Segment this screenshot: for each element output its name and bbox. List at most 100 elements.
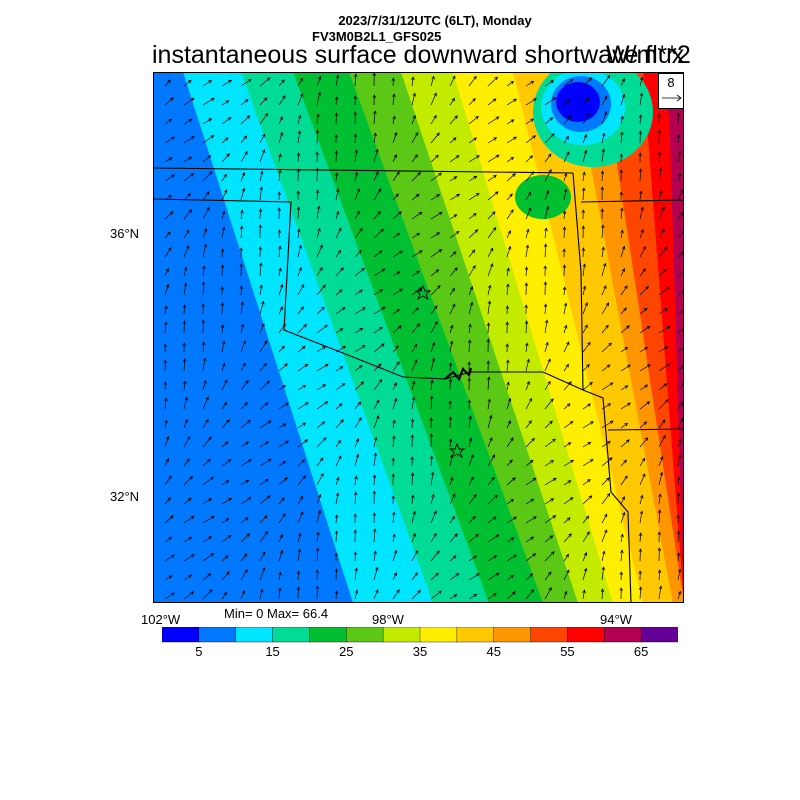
wind-arrow bbox=[221, 362, 226, 372]
wind-arrow bbox=[563, 403, 571, 410]
wind-arrow bbox=[392, 288, 403, 296]
wind-arrow bbox=[392, 511, 396, 524]
wind-arrow bbox=[354, 250, 362, 258]
wind-arrow bbox=[315, 189, 320, 201]
wind-arrow bbox=[354, 327, 364, 334]
wind-arrow bbox=[316, 401, 329, 410]
wind-arrow bbox=[372, 474, 377, 486]
wind-arrow bbox=[392, 154, 397, 163]
wind-arrow bbox=[639, 76, 644, 87]
wind-arrow bbox=[411, 193, 420, 201]
wind-arrow bbox=[316, 457, 324, 467]
wind-arrow bbox=[373, 110, 377, 125]
wind-arrow bbox=[392, 549, 398, 562]
wind-arrow bbox=[448, 438, 453, 448]
wind-arrow bbox=[582, 285, 587, 296]
wind-arrow bbox=[563, 421, 574, 429]
wind-arrow bbox=[221, 591, 227, 600]
wind-arrow bbox=[620, 402, 631, 410]
wind-arrow bbox=[334, 96, 339, 106]
wind-arrow bbox=[544, 133, 555, 144]
wind-arrow bbox=[639, 494, 644, 505]
wind-arrow bbox=[240, 78, 252, 87]
wind-arrow bbox=[183, 118, 193, 125]
wind-arrow bbox=[563, 99, 571, 106]
wind-arrow bbox=[335, 210, 340, 220]
wind-arrow bbox=[563, 442, 572, 448]
wind-arrow bbox=[544, 341, 549, 353]
wind-arrow bbox=[448, 362, 453, 372]
wind-arrow bbox=[202, 573, 212, 581]
colorbar-tick-label: 65 bbox=[633, 644, 649, 659]
wind-arrow bbox=[658, 455, 664, 467]
colorbar-swatch bbox=[456, 627, 495, 643]
wind-arrow bbox=[487, 414, 493, 429]
wind-arrow bbox=[430, 532, 437, 543]
wind-arrow bbox=[240, 496, 252, 505]
wind-arrow bbox=[525, 380, 530, 391]
wind-arrow bbox=[354, 401, 362, 410]
wind-arrow bbox=[164, 211, 174, 220]
wind-arrow bbox=[449, 594, 458, 600]
wind-arrow bbox=[468, 98, 476, 106]
wind-arrow bbox=[335, 307, 346, 315]
wind-arrow bbox=[638, 532, 643, 543]
wind-arrow bbox=[259, 441, 270, 448]
wind-arrow bbox=[334, 112, 339, 125]
wind-arrow bbox=[582, 263, 586, 277]
wind-arrow bbox=[429, 395, 434, 410]
wind-arrow bbox=[410, 418, 415, 429]
wind-arrow bbox=[620, 325, 630, 334]
colorbar-swatch bbox=[162, 627, 200, 643]
wind-arrow bbox=[429, 455, 434, 467]
wind-arrow bbox=[524, 304, 528, 315]
wind-arrow bbox=[468, 493, 477, 505]
wind-arrow bbox=[392, 193, 399, 201]
wind-arrow bbox=[297, 283, 305, 296]
wind-arrow bbox=[468, 285, 474, 296]
wind-arrow bbox=[581, 247, 586, 258]
model-line: FV3M0B2L1_GFS025 bbox=[312, 29, 442, 44]
wind-arrow bbox=[335, 289, 343, 296]
wind-arrow bbox=[391, 457, 396, 467]
wind-arrow bbox=[524, 266, 529, 277]
wind-arrow bbox=[506, 397, 512, 410]
wind-arrow bbox=[259, 300, 265, 315]
wind-arrow bbox=[601, 74, 611, 87]
wind-arrow bbox=[202, 589, 213, 600]
wind-arrow bbox=[335, 476, 340, 486]
wind-arrow bbox=[525, 397, 533, 410]
wind-arrow bbox=[430, 92, 437, 106]
wind-arrow bbox=[354, 289, 364, 296]
colorbar-tick-label: 5 bbox=[195, 644, 203, 659]
wind-arrow bbox=[620, 229, 624, 239]
wind-arrow bbox=[449, 137, 457, 144]
wind-arrow bbox=[240, 517, 249, 524]
wind-arrow bbox=[221, 571, 230, 581]
wind-arrow bbox=[620, 268, 625, 277]
wind-arrow bbox=[619, 153, 624, 163]
wind-arrow bbox=[164, 575, 173, 581]
wind-arrow bbox=[296, 190, 300, 201]
wind-arrow bbox=[620, 439, 630, 448]
wind-arrow bbox=[164, 321, 168, 334]
wind-arrow bbox=[373, 566, 379, 581]
wind-arrow bbox=[582, 341, 591, 353]
wind-arrow bbox=[259, 323, 265, 334]
wind-arrow bbox=[449, 214, 458, 220]
reference-arrow-icon bbox=[662, 94, 682, 102]
wind-arrow bbox=[164, 79, 171, 87]
wind-arrow bbox=[487, 263, 494, 277]
wind-arrow bbox=[278, 306, 283, 315]
wind-arrow bbox=[658, 286, 670, 296]
wind-arrow bbox=[316, 531, 320, 543]
wind-arrow bbox=[430, 471, 435, 486]
wind-arrow bbox=[468, 301, 474, 315]
wind-arrow bbox=[183, 536, 193, 543]
wind-arrow bbox=[449, 75, 456, 87]
wind-arrow bbox=[259, 495, 271, 505]
wind-arrow bbox=[525, 135, 537, 144]
wind-arrow bbox=[620, 346, 629, 353]
wind-arrow bbox=[278, 131, 284, 144]
wind-arrow bbox=[182, 342, 186, 353]
